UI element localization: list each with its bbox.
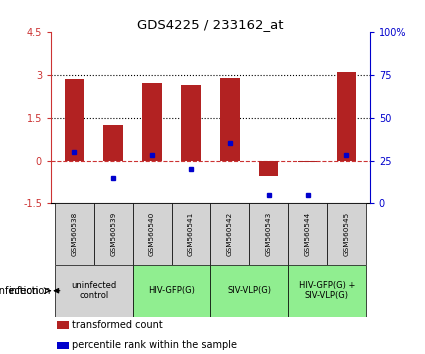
Bar — [259, 160, 278, 176]
Bar — [172, 204, 210, 265]
Bar — [133, 265, 210, 317]
Text: SIV-VLP(G): SIV-VLP(G) — [227, 286, 271, 295]
Bar — [55, 204, 94, 265]
Text: infection: infection — [0, 286, 39, 296]
Bar — [57, 321, 68, 329]
Bar — [249, 204, 288, 265]
Bar — [142, 83, 162, 160]
Text: GSM560544: GSM560544 — [305, 212, 311, 256]
Text: GSM560541: GSM560541 — [188, 212, 194, 256]
Text: GSM560545: GSM560545 — [343, 212, 349, 256]
Bar — [288, 204, 327, 265]
Text: infection: infection — [8, 286, 50, 296]
Text: GSM560538: GSM560538 — [71, 212, 77, 256]
Bar — [103, 125, 123, 160]
Text: HIV-GFP(G) +
SIV-VLP(G): HIV-GFP(G) + SIV-VLP(G) — [299, 281, 355, 301]
Text: GSM560539: GSM560539 — [110, 212, 116, 256]
Bar — [288, 265, 366, 317]
Bar — [65, 79, 84, 160]
Text: GSM560540: GSM560540 — [149, 212, 155, 256]
Bar — [298, 160, 317, 162]
Bar — [327, 204, 366, 265]
Text: transformed count: transformed count — [72, 320, 162, 330]
Bar — [57, 342, 68, 349]
Bar — [337, 72, 356, 160]
Bar — [210, 265, 288, 317]
Bar — [94, 204, 133, 265]
Bar — [210, 204, 249, 265]
Text: percentile rank within the sample: percentile rank within the sample — [72, 341, 237, 350]
Bar — [55, 265, 133, 317]
Text: uninfected
control: uninfected control — [71, 281, 116, 301]
Bar — [181, 85, 201, 160]
Title: GDS4225 / 233162_at: GDS4225 / 233162_at — [137, 18, 283, 31]
Text: GSM560543: GSM560543 — [266, 212, 272, 256]
Text: HIV-GFP(G): HIV-GFP(G) — [148, 286, 195, 295]
Bar — [133, 204, 172, 265]
Bar — [220, 78, 240, 160]
Text: GSM560542: GSM560542 — [227, 212, 233, 256]
